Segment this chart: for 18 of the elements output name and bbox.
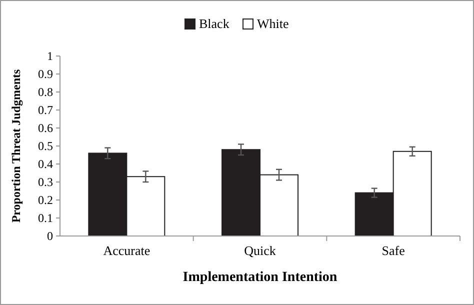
- legend-label: White: [257, 16, 289, 31]
- legend-label: Black: [199, 16, 230, 31]
- y-tick-label: 0: [47, 229, 53, 244]
- y-tick-label: 0.1: [38, 211, 53, 226]
- y-tick-label: 0.3: [38, 175, 53, 190]
- y-tick-label: 0.8: [38, 85, 53, 100]
- y-tick-label: 1: [47, 49, 53, 64]
- y-tick-label: 0.4: [38, 157, 53, 172]
- y-tick-label: 0.6: [38, 121, 53, 136]
- y-tick-label: 0.5: [38, 139, 53, 154]
- x-tick-label: Quick: [244, 243, 276, 258]
- x-axis-title: Implementation Intention: [182, 270, 338, 285]
- x-tick-label: Accurate: [103, 243, 150, 258]
- y-tick-label: 0.7: [38, 103, 53, 118]
- x-tick-label: Safe: [382, 243, 406, 258]
- y-tick-label: 0.9: [38, 67, 53, 82]
- y-axis-title: Proportion Threat Judgments: [9, 69, 23, 223]
- y-tick-label: 0.2: [38, 193, 53, 208]
